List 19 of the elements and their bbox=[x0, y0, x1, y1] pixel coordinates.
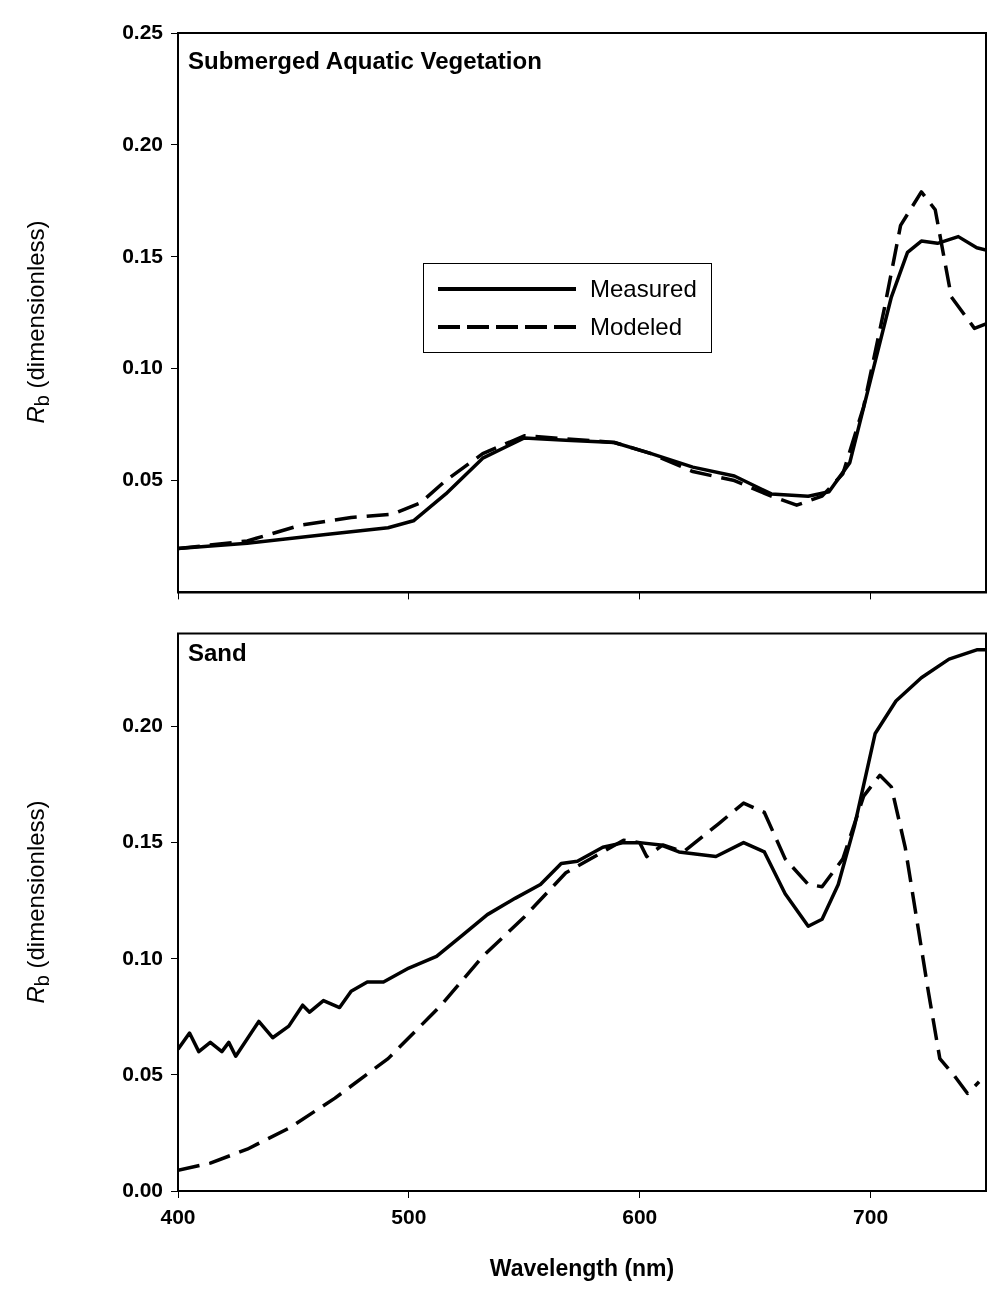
x-tick-label: 600 bbox=[622, 1205, 658, 1229]
annotation: Sand bbox=[188, 639, 247, 667]
y-tick-label: 0.15 bbox=[122, 829, 164, 853]
y-tick-label: 0.05 bbox=[122, 467, 164, 491]
x-tick-label: 400 bbox=[160, 1205, 196, 1229]
y-tick-label: 0.20 bbox=[122, 713, 163, 737]
y-tick-label: 0.10 bbox=[122, 355, 163, 379]
x-axis-title: Wavelength (nm) bbox=[488, 1255, 676, 1282]
y-tick-label: 0.00 bbox=[122, 1177, 163, 1201]
y-tick-label: 0.20 bbox=[122, 131, 163, 155]
legend-label: Modeled bbox=[590, 313, 683, 341]
y-tick-label: 0.15 bbox=[122, 243, 164, 267]
legend-label: Measured bbox=[590, 275, 697, 303]
y-tick-label: 0.25 bbox=[122, 19, 164, 43]
y-tick-label: 0.10 bbox=[122, 945, 163, 969]
x-tick-label: 700 bbox=[853, 1205, 889, 1229]
annotation: Submerged Aquatic Vegetation bbox=[188, 47, 542, 75]
x-tick-label: 500 bbox=[391, 1205, 427, 1229]
y-tick-label: 0.05 bbox=[122, 1061, 164, 1085]
